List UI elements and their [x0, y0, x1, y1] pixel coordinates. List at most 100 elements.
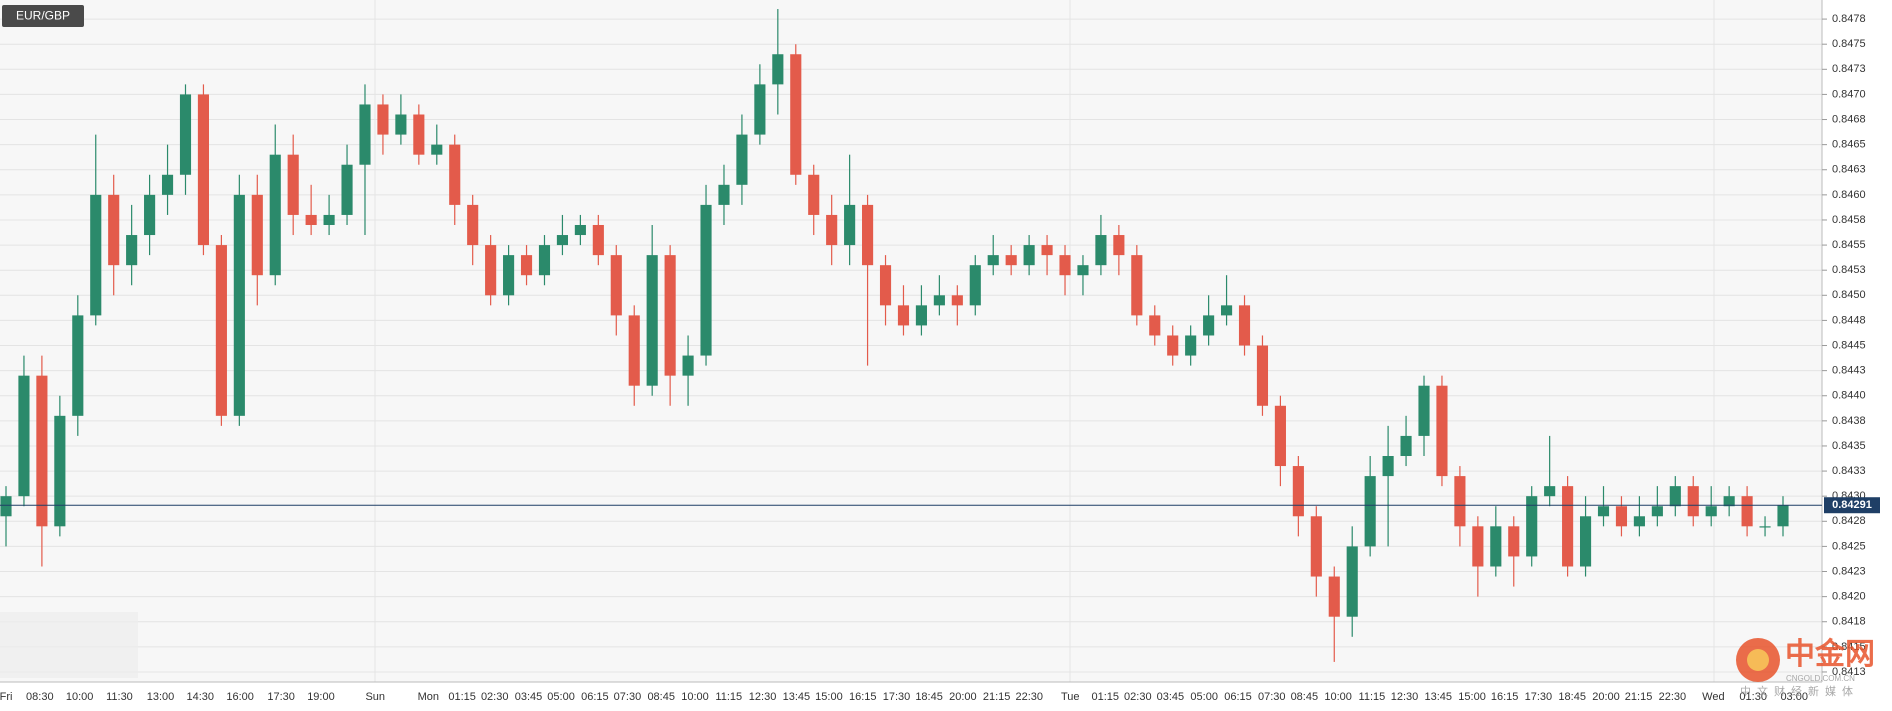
candle-body: [144, 194, 156, 236]
candle-body: [1705, 506, 1717, 517]
candle-body: [233, 194, 245, 416]
candle-body: [1005, 255, 1017, 266]
x-tick-label: 21:15: [983, 691, 1011, 703]
candle-body: [1256, 345, 1269, 406]
y-tick-label: 0.8475: [1832, 38, 1866, 50]
candle-body: [1364, 476, 1376, 547]
candle-body: [54, 415, 66, 527]
x-tick-label: 15:00: [1458, 691, 1486, 703]
candle-body: [1669, 486, 1681, 507]
candle-body: [1131, 255, 1143, 316]
candle-body: [933, 295, 945, 306]
y-tick-label: 0.8435: [1832, 440, 1866, 452]
x-tick-label: 13:00: [147, 691, 175, 703]
candle-body: [1544, 486, 1556, 497]
y-tick-label: 0.8455: [1832, 239, 1866, 251]
y-tick-label: 0.8465: [1832, 139, 1866, 151]
y-tick-label: 0.8440: [1832, 390, 1866, 402]
x-tick-label: 16:00: [226, 691, 254, 703]
candle-body: [1238, 305, 1251, 346]
candle-body: [72, 315, 84, 416]
x-tick-label: 07:30: [614, 691, 642, 703]
candle-body: [520, 255, 533, 276]
candle-body: [18, 375, 30, 497]
candle-body: [1579, 516, 1592, 567]
y-tick-label: 0.8415: [1832, 641, 1866, 653]
candle-body: [736, 134, 748, 185]
x-tick-label: 06:15: [1224, 691, 1252, 703]
candle-body: [1454, 476, 1466, 527]
candle-body: [844, 204, 856, 246]
candle-body: [1651, 506, 1663, 517]
x-tick-label: 11:15: [1359, 691, 1386, 703]
candle-body: [1023, 245, 1035, 266]
y-tick-label: 0.8460: [1832, 189, 1866, 201]
x-tick-label: 12:30: [749, 691, 777, 703]
candle-body: [1346, 546, 1358, 617]
candle-body: [1508, 526, 1520, 557]
x-tick-label: 06:15: [581, 691, 609, 703]
candle-body: [772, 54, 784, 85]
candle-body: [1436, 385, 1448, 477]
candle-body: [1095, 235, 1107, 266]
x-tick-label: Wed: [1702, 691, 1724, 703]
candle-body: [1759, 526, 1771, 528]
candle-body: [826, 214, 838, 246]
y-tick-label: 0.8425: [1832, 540, 1866, 552]
y-tick-label: 0.8418: [1832, 616, 1866, 628]
candle-body: [754, 84, 766, 135]
candle-body: [431, 144, 443, 155]
day-separators: [374, 0, 1715, 682]
candle-body: [1490, 526, 1502, 567]
x-tick-label: 15:00: [815, 691, 843, 703]
candle-body: [682, 355, 694, 376]
candle-body: [897, 305, 910, 326]
watermark-site: CNGOLD.COM.CN: [1786, 674, 1855, 683]
candle-body: [1077, 265, 1089, 276]
candle-body: [1526, 496, 1538, 557]
candle-body: [1203, 315, 1215, 336]
candle-body: [305, 214, 317, 225]
y-tick-label: 0.8468: [1832, 113, 1866, 125]
watermark-logo-inner: [1747, 649, 1769, 671]
x-tick-label: 10:00: [66, 691, 94, 703]
candle-body: [574, 224, 586, 236]
x-tick-label: 07:30: [1258, 691, 1286, 703]
candle-body: [556, 235, 568, 246]
y-tick-label: 0.8463: [1832, 164, 1866, 176]
symbol-badge: [2, 5, 84, 27]
candle-body: [1723, 496, 1735, 507]
candle-body: [1741, 496, 1753, 527]
x-tick-label: 13:45: [1425, 691, 1453, 703]
candle-body: [1418, 385, 1430, 436]
candle-body: [790, 54, 802, 175]
x-tick-label: 16:15: [1491, 691, 1519, 703]
y-tick-label: 0.8473: [1832, 63, 1866, 75]
candle-body: [503, 255, 515, 296]
candle-body: [251, 194, 263, 276]
candle-body: [287, 154, 299, 215]
y-tick-label: 0.8450: [1832, 289, 1866, 301]
watermark-brand: 中金网: [1785, 637, 1875, 671]
x-tick-label: 20:00: [949, 691, 977, 703]
candle-body: [879, 265, 892, 306]
candle-body: [1382, 456, 1394, 477]
candle-body: [969, 265, 981, 306]
candle-body: [413, 114, 425, 155]
candle-body: [1221, 305, 1233, 316]
candle-body: [395, 114, 407, 135]
candle-body: [359, 104, 371, 165]
x-tick-label: 10:00: [1324, 691, 1352, 703]
watermark-slogan: 中文财经新媒体: [1740, 684, 1859, 698]
y-tick-label: 0.8470: [1832, 88, 1866, 100]
candle-body: [485, 245, 497, 296]
time-axis: Fri 08:30 10:00 11:30 13:00 14:30 16:00 17:30 19…: [0, 691, 1808, 703]
candle-body: [1777, 505, 1789, 527]
candle-body: [323, 214, 335, 225]
x-tick-label: 02:30: [481, 691, 509, 703]
candle-body: [467, 204, 479, 246]
x-tick-label: 01:15: [448, 691, 476, 703]
candle-body: [1274, 405, 1286, 467]
y-tick-label: 0.8413: [1832, 666, 1866, 678]
candle-body: [197, 94, 210, 246]
